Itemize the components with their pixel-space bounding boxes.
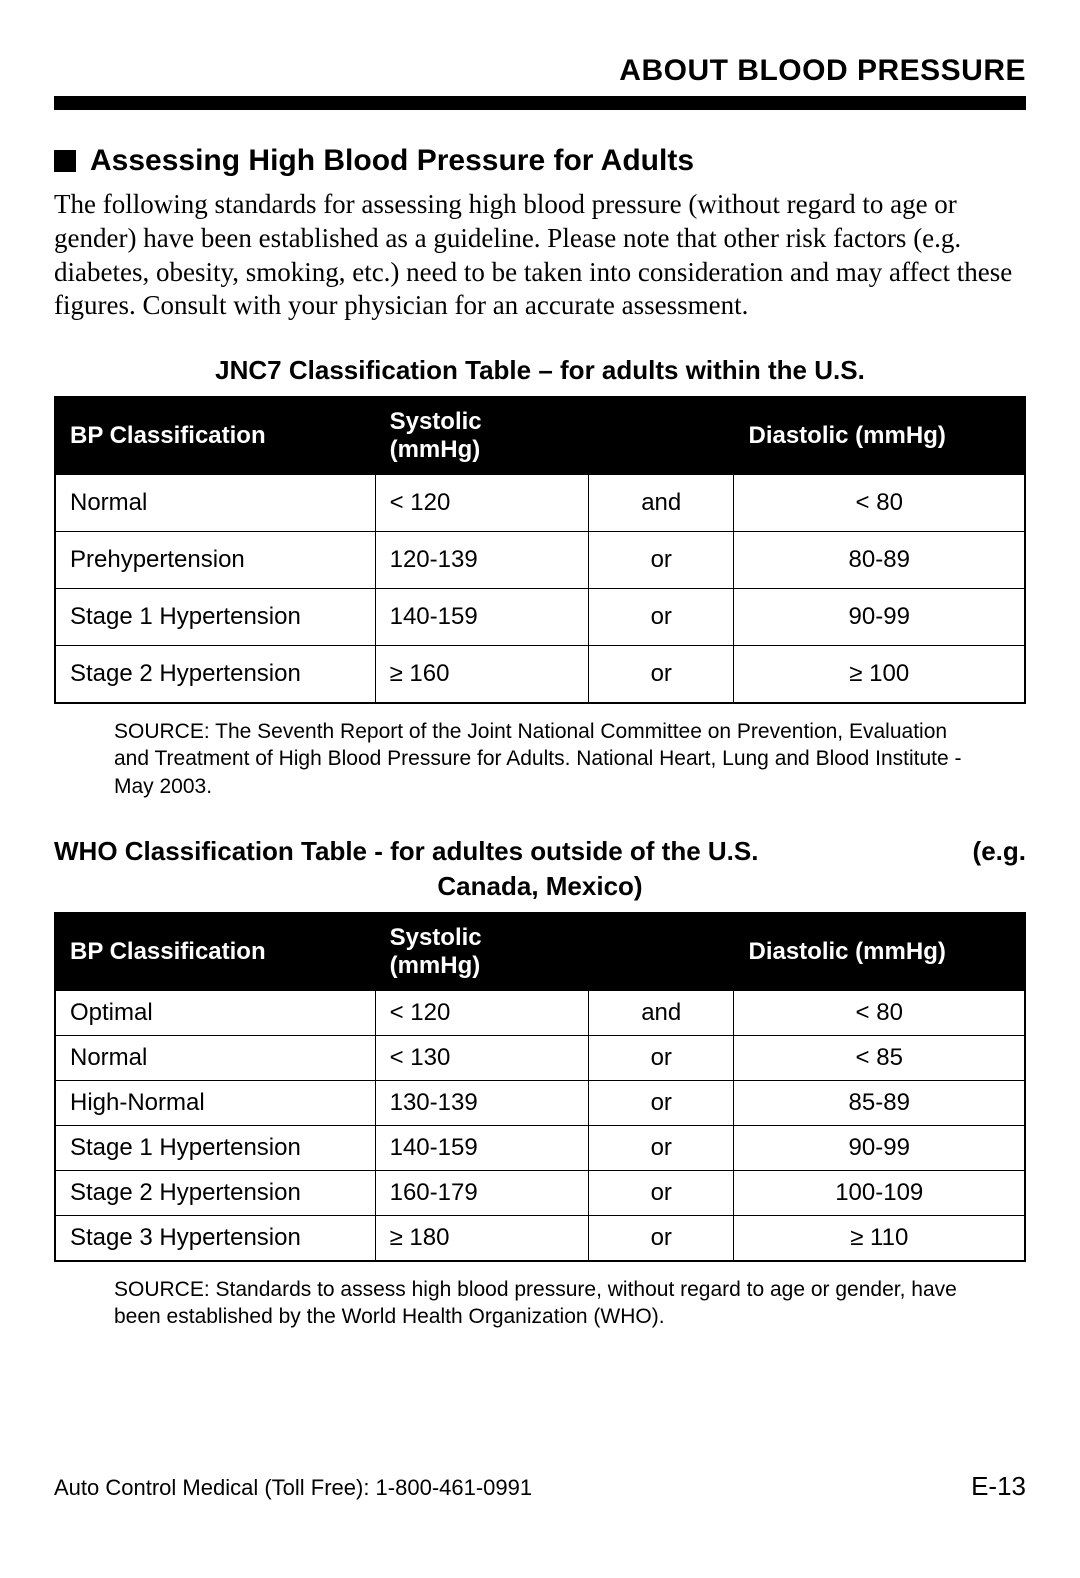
table-row: Stage 3 Hypertension ≥ 180 or ≥ 110 — [55, 1216, 1025, 1262]
cell-classification: Stage 2 Hypertension — [55, 1171, 375, 1216]
square-bullet-icon — [54, 150, 76, 172]
table-row: Optimal < 120 and < 80 — [55, 991, 1025, 1036]
cell-conjunction: and — [588, 475, 734, 532]
cell-diastolic: < 80 — [734, 991, 1025, 1036]
page-footer: Auto Control Medical (Toll Free): 1-800-… — [54, 1471, 1026, 1502]
cell-classification: Stage 1 Hypertension — [55, 589, 375, 646]
table-row: Stage 1 Hypertension 140-159 or 90-99 — [55, 1126, 1025, 1171]
cell-systolic: 160-179 — [375, 1171, 588, 1216]
footer-contact: Auto Control Medical (Toll Free): 1-800-… — [54, 1475, 532, 1501]
cell-systolic: < 120 — [375, 475, 588, 532]
table-row: Prehypertension 120-139 or 80-89 — [55, 532, 1025, 589]
who-title-line2: Canada, Mexico) — [437, 871, 642, 901]
table-row: Normal < 120 and < 80 — [55, 475, 1025, 532]
cell-diastolic: 90-99 — [734, 1126, 1025, 1171]
header-divider-bar — [54, 96, 1026, 110]
cell-conjunction: or — [588, 1216, 734, 1262]
table-row: High-Normal 130-139 or 85-89 — [55, 1081, 1025, 1126]
table-row: Stage 2 Hypertension ≥ 160 or ≥ 100 — [55, 646, 1025, 704]
cell-conjunction: or — [588, 646, 734, 704]
cell-diastolic: ≥ 100 — [734, 646, 1025, 704]
col-conjunction — [588, 397, 734, 475]
section-heading: Assessing High Blood Pressure for Adults — [54, 144, 1026, 178]
who-table-title: WHO Classification Table - for adultes o… — [54, 834, 1026, 904]
cell-conjunction: or — [588, 1126, 734, 1171]
jnc7-table-title: JNC7 Classification Table – for adults w… — [54, 353, 1026, 388]
jnc7-source-note: SOURCE: The Seventh Report of the Joint … — [114, 718, 966, 800]
col-diastolic: Diastolic (mmHg) — [734, 397, 1025, 475]
who-title-left: WHO Classification Table - for adultes o… — [54, 834, 758, 869]
table-header-row: BP Classification Systolic (mmHg) Diasto… — [55, 397, 1025, 475]
cell-systolic: < 120 — [375, 991, 588, 1036]
cell-conjunction: or — [588, 1036, 734, 1081]
cell-conjunction: or — [588, 1171, 734, 1216]
cell-diastolic: 85-89 — [734, 1081, 1025, 1126]
cell-diastolic: < 85 — [734, 1036, 1025, 1081]
cell-classification: Normal — [55, 1036, 375, 1081]
intro-paragraph: The following standards for assessing hi… — [54, 188, 1026, 323]
col-bp-classification: BP Classification — [55, 913, 375, 991]
cell-systolic: 140-159 — [375, 589, 588, 646]
cell-conjunction: or — [588, 532, 734, 589]
cell-diastolic: < 80 — [734, 475, 1025, 532]
cell-systolic: ≥ 180 — [375, 1216, 588, 1262]
cell-classification: Stage 1 Hypertension — [55, 1126, 375, 1171]
table-row: Normal < 130 or < 85 — [55, 1036, 1025, 1081]
who-table: BP Classification Systolic (mmHg) Diasto… — [54, 912, 1026, 1262]
cell-systolic: 140-159 — [375, 1126, 588, 1171]
who-source-note: SOURCE: Standards to assess high blood p… — [114, 1276, 966, 1331]
table-row: Stage 1 Hypertension 140-159 or 90-99 — [55, 589, 1025, 646]
col-conjunction — [588, 913, 734, 991]
cell-classification: Stage 2 Hypertension — [55, 646, 375, 704]
cell-classification: Optimal — [55, 991, 375, 1036]
cell-classification: Normal — [55, 475, 375, 532]
col-diastolic: Diastolic (mmHg) — [734, 913, 1025, 991]
section-heading-text: Assessing High Blood Pressure for Adults — [90, 144, 694, 178]
jnc7-table: BP Classification Systolic (mmHg) Diasto… — [54, 396, 1026, 704]
cell-diastolic: ≥ 110 — [734, 1216, 1025, 1262]
footer-page-number: E-13 — [971, 1471, 1026, 1502]
cell-conjunction: or — [588, 589, 734, 646]
col-bp-classification: BP Classification — [55, 397, 375, 475]
cell-systolic: ≥ 160 — [375, 646, 588, 704]
cell-classification: Prehypertension — [55, 532, 375, 589]
cell-classification: High-Normal — [55, 1081, 375, 1126]
cell-systolic: 130-139 — [375, 1081, 588, 1126]
table-row: Stage 2 Hypertension 160-179 or 100-109 — [55, 1171, 1025, 1216]
page-header: ABOUT BLOOD PRESSURE — [54, 54, 1026, 88]
cell-diastolic: 90-99 — [734, 589, 1025, 646]
who-title-right: (e.g. — [973, 834, 1026, 869]
table-header-row: BP Classification Systolic (mmHg) Diasto… — [55, 913, 1025, 991]
cell-systolic: 120-139 — [375, 532, 588, 589]
cell-conjunction: or — [588, 1081, 734, 1126]
col-systolic: Systolic (mmHg) — [375, 913, 588, 991]
cell-classification: Stage 3 Hypertension — [55, 1216, 375, 1262]
cell-diastolic: 100-109 — [734, 1171, 1025, 1216]
cell-diastolic: 80-89 — [734, 532, 1025, 589]
col-systolic: Systolic (mmHg) — [375, 397, 588, 475]
cell-conjunction: and — [588, 991, 734, 1036]
cell-systolic: < 130 — [375, 1036, 588, 1081]
